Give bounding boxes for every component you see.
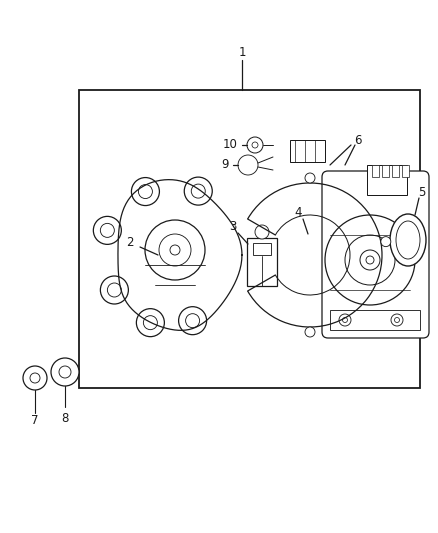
Circle shape (191, 184, 205, 198)
Circle shape (107, 283, 121, 297)
Circle shape (51, 358, 79, 386)
Bar (382, 165, 389, 177)
Bar (402, 165, 409, 177)
Circle shape (100, 276, 128, 304)
Circle shape (136, 309, 164, 337)
Circle shape (93, 216, 121, 244)
Ellipse shape (390, 214, 426, 266)
Bar (367, 165, 407, 195)
Text: 3: 3 (230, 221, 237, 233)
Text: 7: 7 (31, 414, 39, 426)
Circle shape (145, 220, 205, 280)
Ellipse shape (305, 327, 315, 337)
Text: 9: 9 (221, 158, 229, 172)
Text: 5: 5 (418, 185, 426, 198)
Circle shape (179, 306, 207, 335)
Circle shape (138, 184, 152, 199)
Bar (253, 243, 271, 255)
Circle shape (143, 316, 157, 329)
Circle shape (366, 256, 374, 264)
Bar (290, 140, 325, 162)
Ellipse shape (381, 237, 391, 247)
Circle shape (23, 366, 47, 390)
Text: 8: 8 (61, 411, 69, 424)
Circle shape (345, 235, 395, 285)
FancyBboxPatch shape (322, 171, 429, 338)
Text: 2: 2 (126, 236, 134, 248)
Circle shape (395, 318, 399, 322)
Text: 4: 4 (294, 206, 302, 220)
Circle shape (238, 155, 258, 175)
Bar (392, 165, 399, 177)
Circle shape (59, 366, 71, 378)
Text: 6: 6 (354, 133, 362, 147)
Bar (372, 165, 379, 177)
Circle shape (391, 314, 403, 326)
Bar (79, 90, 420, 388)
Bar (247, 238, 277, 286)
Ellipse shape (396, 221, 420, 259)
Ellipse shape (305, 173, 315, 183)
Circle shape (339, 314, 351, 326)
Circle shape (30, 373, 40, 383)
Circle shape (184, 177, 212, 205)
Circle shape (131, 177, 159, 206)
Text: 10: 10 (223, 139, 237, 151)
Circle shape (325, 215, 415, 305)
Circle shape (252, 142, 258, 148)
Circle shape (159, 234, 191, 266)
Text: 1: 1 (238, 45, 246, 59)
Circle shape (255, 225, 269, 239)
Circle shape (360, 250, 380, 270)
Circle shape (100, 223, 114, 237)
Circle shape (343, 318, 347, 322)
Bar (330, 310, 420, 330)
Circle shape (170, 245, 180, 255)
Circle shape (186, 314, 200, 328)
Circle shape (247, 137, 263, 153)
